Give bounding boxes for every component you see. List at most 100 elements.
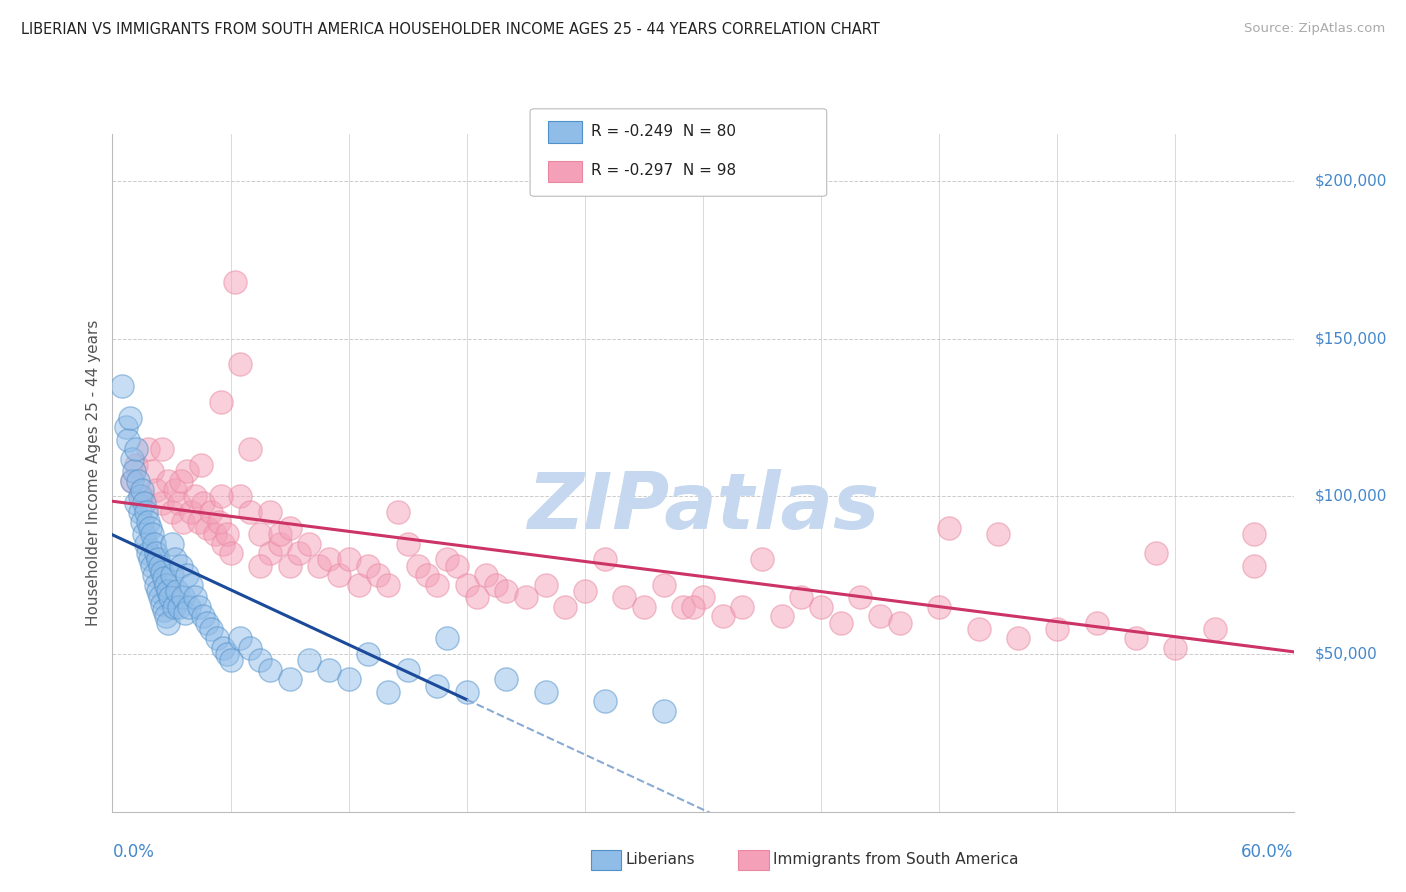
Point <box>160 537 183 551</box>
Point <box>515 591 537 605</box>
Text: 60.0%: 60.0% <box>1241 843 1294 861</box>
Point <box>426 679 449 693</box>
Point <box>205 632 228 646</box>
Point <box>889 615 911 630</box>
Point <box>308 558 330 573</box>
Point <box>495 584 517 599</box>
Point <box>209 490 232 504</box>
Point <box>633 599 655 614</box>
Point <box>165 552 187 566</box>
Point <box>672 599 695 614</box>
Point <box>131 515 153 529</box>
Point <box>495 673 517 687</box>
Point <box>652 704 675 718</box>
Point <box>229 357 252 371</box>
Point <box>132 527 155 541</box>
Point <box>534 577 557 591</box>
Point <box>211 537 233 551</box>
Point <box>162 599 184 614</box>
Point <box>554 599 576 614</box>
Point <box>269 537 291 551</box>
Point <box>239 640 262 655</box>
Text: R = -0.297  N = 98: R = -0.297 N = 98 <box>591 163 735 178</box>
Point <box>188 515 211 529</box>
Point <box>142 537 165 551</box>
Point <box>139 521 162 535</box>
Point <box>367 568 389 582</box>
Point <box>298 653 321 667</box>
Point <box>204 527 226 541</box>
Point <box>574 584 596 599</box>
Point <box>155 609 177 624</box>
Point <box>387 505 409 519</box>
Point <box>135 505 157 519</box>
Point <box>165 483 187 497</box>
Point <box>135 537 157 551</box>
Point <box>1164 640 1187 655</box>
Point <box>195 521 218 535</box>
Point <box>141 558 163 573</box>
Point <box>150 597 173 611</box>
Text: LIBERIAN VS IMMIGRANTS FROM SOUTH AMERICA HOUSEHOLDER INCOME AGES 25 - 44 YEARS : LIBERIAN VS IMMIGRANTS FROM SOUTH AMERIC… <box>21 22 880 37</box>
Point <box>377 577 399 591</box>
Text: $150,000: $150,000 <box>1315 331 1386 346</box>
Point <box>131 483 153 497</box>
Point <box>928 599 950 614</box>
Point <box>377 685 399 699</box>
Point <box>136 546 159 560</box>
Point <box>145 577 167 591</box>
Point <box>396 537 419 551</box>
Point <box>152 571 174 585</box>
Point <box>166 584 188 599</box>
Point <box>209 394 232 409</box>
Point <box>156 584 179 599</box>
Point <box>156 615 179 630</box>
Point <box>278 673 301 687</box>
Point <box>1144 546 1167 560</box>
Point <box>249 558 271 573</box>
Point <box>208 515 231 529</box>
Point <box>121 451 143 466</box>
Point <box>967 622 990 636</box>
Text: 0.0%: 0.0% <box>112 843 155 861</box>
Point <box>938 521 960 535</box>
Point <box>211 640 233 655</box>
Point <box>406 558 429 573</box>
Point <box>180 505 202 519</box>
Point <box>219 546 242 560</box>
Point <box>259 663 281 677</box>
Point <box>426 577 449 591</box>
Point <box>129 490 152 504</box>
Point <box>278 558 301 573</box>
Point <box>200 622 222 636</box>
Point <box>810 599 832 614</box>
Point <box>131 490 153 504</box>
Point <box>191 609 214 624</box>
Point <box>288 546 311 560</box>
Point <box>475 568 498 582</box>
Text: Liberians: Liberians <box>626 853 696 867</box>
Point <box>1085 615 1108 630</box>
Point <box>160 505 183 519</box>
Point <box>145 483 167 497</box>
Point <box>337 552 360 566</box>
Point <box>152 603 174 617</box>
Point <box>159 591 181 605</box>
Point <box>170 474 193 488</box>
Text: Immigrants from South America: Immigrants from South America <box>773 853 1019 867</box>
Point <box>125 458 148 472</box>
Point <box>456 685 478 699</box>
Point <box>318 663 340 677</box>
Point <box>169 599 191 614</box>
Point <box>337 673 360 687</box>
Point <box>456 577 478 591</box>
Point <box>170 558 193 573</box>
Point <box>534 685 557 699</box>
Point <box>328 568 350 582</box>
Point <box>249 527 271 541</box>
Point <box>195 615 218 630</box>
Point <box>259 505 281 519</box>
Text: $100,000: $100,000 <box>1315 489 1386 504</box>
Point <box>141 527 163 541</box>
Point <box>146 552 169 566</box>
